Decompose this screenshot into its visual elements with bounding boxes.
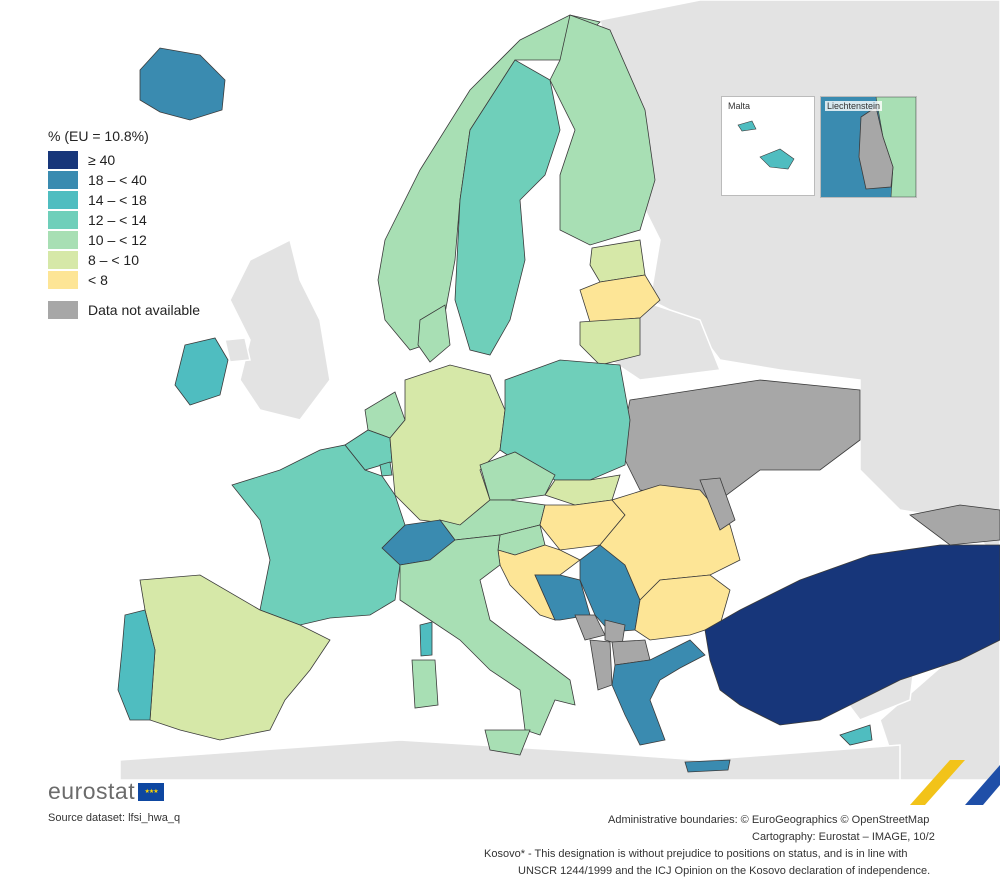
region-ireland (174, 337, 229, 406)
region-finland (549, 14, 656, 246)
region-gozo (737, 120, 757, 132)
source-dataset: Source dataset: lfsi_hwa_q (48, 812, 181, 824)
legend-row: 10 – < 12 (48, 230, 200, 250)
region-cyprus (839, 724, 873, 746)
region-turkey (704, 544, 1000, 726)
legend-label: ≥ 40 (88, 152, 116, 168)
region-germany (389, 364, 506, 526)
legend-row: 18 – < 40 (48, 170, 200, 190)
legend-row: 14 – < 18 (48, 190, 200, 210)
credit-boundaries: Administrative boundaries: © EuroGeograp… (608, 814, 930, 826)
inset-malta-label: Malta (726, 101, 753, 111)
legend-row: < 8 (48, 270, 200, 290)
region-denmark (417, 304, 451, 363)
inset-malta: Malta (721, 96, 815, 196)
credit-kosovo-note: Kosovo* - This designation is without pr… (484, 848, 908, 860)
region-liechtenstein (858, 106, 894, 190)
region-iceland (139, 47, 226, 121)
legend-label: 12 – < 14 (88, 212, 147, 228)
legend-title: % (EU = 10.8%) (48, 128, 149, 144)
credit-unscr-note: UNSCR 1244/1999 and the ICJ Opinion on t… (518, 865, 931, 877)
decorative-logo-mark (905, 750, 1000, 810)
legend-swatch (48, 251, 78, 269)
region-italy (399, 534, 576, 736)
region-crete (684, 759, 731, 773)
legend-row: ≥ 40 (48, 150, 200, 170)
map-legend: % (EU = 10.8%) ≥ 40 18 – < 40 14 – < 18 … (48, 128, 200, 320)
legend-label: Data not available (88, 302, 201, 318)
region-moldova (699, 477, 736, 531)
country-shapes (117, 14, 1000, 773)
region-romania (599, 484, 741, 601)
legend-swatch (48, 211, 78, 229)
eurostat-logo: eurostat ★★★ (48, 778, 165, 805)
legend-label: 18 – < 40 (88, 172, 147, 188)
credit-cartography: Cartography: Eurostat – IMAGE, 10/2 (752, 831, 935, 843)
region-france (231, 444, 406, 626)
region-malta (759, 148, 795, 170)
inset-liechtenstein: Liechtenstein (820, 96, 917, 198)
legend-label: < 8 (88, 272, 108, 288)
legend-swatch (48, 301, 78, 319)
legend-label: 14 – < 18 (88, 192, 147, 208)
region-greece (611, 639, 706, 746)
legend-row: 8 – < 10 (48, 250, 200, 270)
map-credits: Administrative boundaries: © EuroGeograp… (480, 812, 1000, 882)
region-corsica (419, 621, 433, 657)
region-georgia-area (909, 504, 1000, 546)
inset-liechtenstein-label: Liechtenstein (825, 101, 883, 111)
eu-flag-icon: ★★★ (138, 782, 165, 801)
legend-label: 10 – < 12 (88, 232, 147, 248)
legend-label: 8 – < 10 (88, 252, 139, 268)
legend-row: 12 – < 14 (48, 210, 200, 230)
region-sardinia (411, 659, 439, 709)
legend-swatch (48, 151, 78, 169)
legend-swatch (48, 231, 78, 249)
legend-swatch (48, 171, 78, 189)
region-sicily (484, 729, 531, 756)
eurostat-wordmark: eurostat (48, 778, 136, 804)
region-luxembourg (379, 461, 393, 477)
region-lithuania (579, 317, 641, 366)
legend-swatch (48, 191, 78, 209)
legend-swatch (48, 271, 78, 289)
legend-row-not-available: Data not available (48, 300, 200, 320)
region-portugal (117, 609, 156, 721)
